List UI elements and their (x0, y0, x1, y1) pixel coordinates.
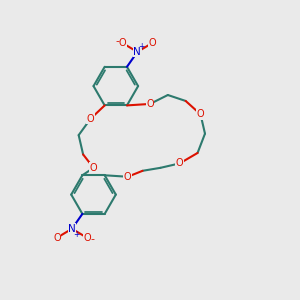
Text: O: O (83, 233, 91, 243)
Text: O: O (90, 163, 97, 173)
Text: +: + (139, 42, 145, 51)
Text: O: O (87, 114, 94, 124)
Text: O: O (53, 233, 61, 243)
Text: O: O (124, 172, 131, 182)
Text: N: N (134, 47, 141, 57)
Text: N: N (68, 224, 76, 234)
Text: O: O (146, 99, 154, 109)
Text: -: - (115, 37, 119, 46)
Text: O: O (148, 38, 156, 48)
Text: +: + (73, 230, 80, 238)
Text: O: O (119, 38, 126, 48)
Text: O: O (176, 158, 184, 168)
Text: O: O (197, 109, 204, 119)
Text: -: - (90, 234, 94, 244)
